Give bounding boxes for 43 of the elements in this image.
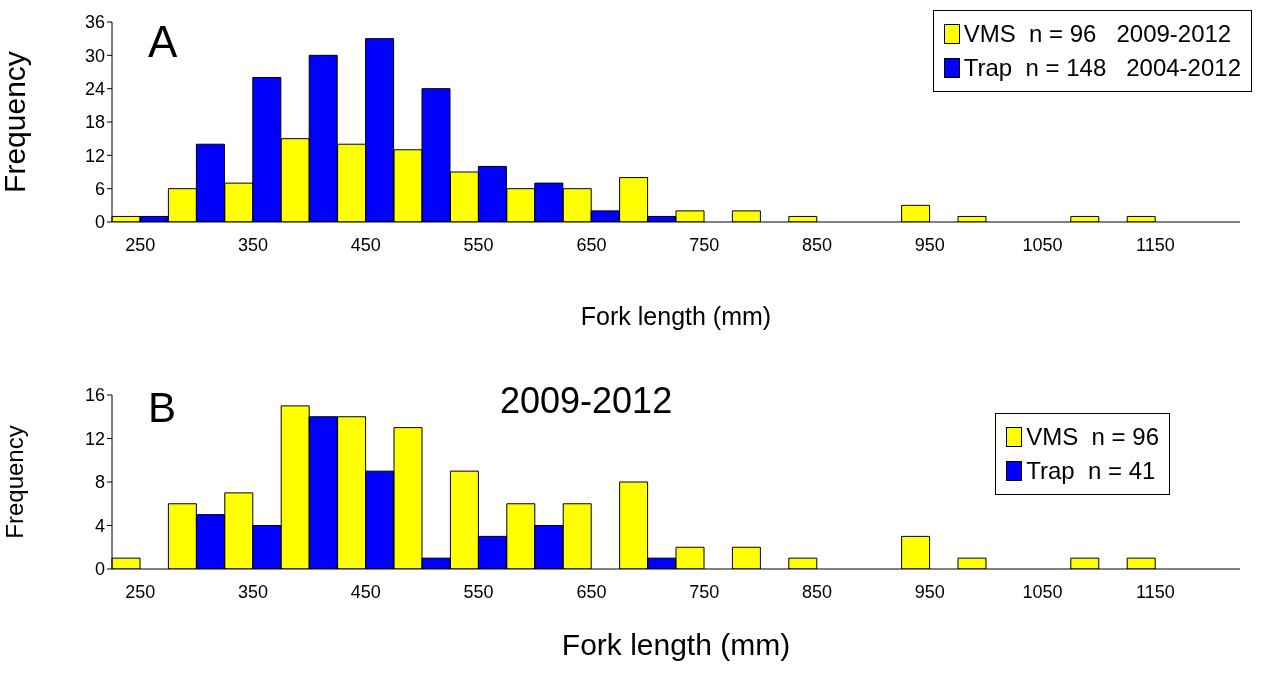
y-tick-label: 18 [84, 112, 105, 133]
x-axis-title: Fork length (mm) [580, 302, 772, 330]
x-tick-label: 250 [125, 234, 156, 255]
x-tick-label: 1050 [1022, 581, 1063, 602]
legend-label: VMS n = 96 [1026, 422, 1159, 452]
y-tick-label: 0 [94, 212, 105, 233]
x-tick-label: 350 [237, 234, 269, 255]
y-tick-label: 0 [94, 559, 105, 580]
y-tick-label: 16 [84, 385, 105, 406]
x-tick-label: 850 [801, 581, 833, 602]
x-axis-title: Fork length (mm) [561, 628, 791, 661]
x-tick-label: 850 [801, 234, 833, 255]
legend-label: Trap n = 148 2004-2012 [963, 53, 1241, 83]
y-tick-label: 8 [94, 472, 105, 493]
annotation: 2009-2012 [500, 380, 673, 421]
y-axis-title: Frequency [0, 51, 31, 193]
x-tick-label: 250 [125, 581, 156, 602]
y-tick-label: 12 [84, 428, 105, 449]
y-tick-label: 12 [84, 145, 105, 166]
legend-label: Trap n = 41 [1026, 456, 1156, 486]
x-tick-label: 1150 [1136, 234, 1175, 255]
x-tick-label: 950 [914, 581, 945, 602]
x-tick-label: 350 [237, 581, 269, 602]
x-tick-label: 950 [914, 234, 945, 255]
x-tick-label: 750 [689, 234, 720, 255]
x-tick-label: 1150 [1136, 581, 1175, 602]
x-tick-label: 1050 [1022, 234, 1063, 255]
legend-label: VMS n = 96 2009-2012 [963, 19, 1232, 49]
annotation: B [148, 384, 177, 431]
x-tick-label: 450 [350, 234, 381, 255]
x-tick-label: 550 [463, 581, 494, 602]
y-tick-label: 30 [84, 45, 105, 66]
x-tick-label: 550 [463, 234, 494, 255]
y-tick-label: 24 [84, 79, 105, 100]
y-tick-label: 6 [94, 179, 105, 200]
x-tick-label: 650 [576, 234, 607, 255]
x-tick-label: 750 [689, 581, 720, 602]
x-tick-label: 450 [350, 581, 381, 602]
x-tick-label: 650 [576, 581, 607, 602]
y-axis-title: Frequency [0, 425, 28, 539]
y-tick-label: 4 [94, 515, 105, 536]
annotation: A [148, 17, 178, 66]
y-tick-label: 36 [84, 12, 105, 33]
